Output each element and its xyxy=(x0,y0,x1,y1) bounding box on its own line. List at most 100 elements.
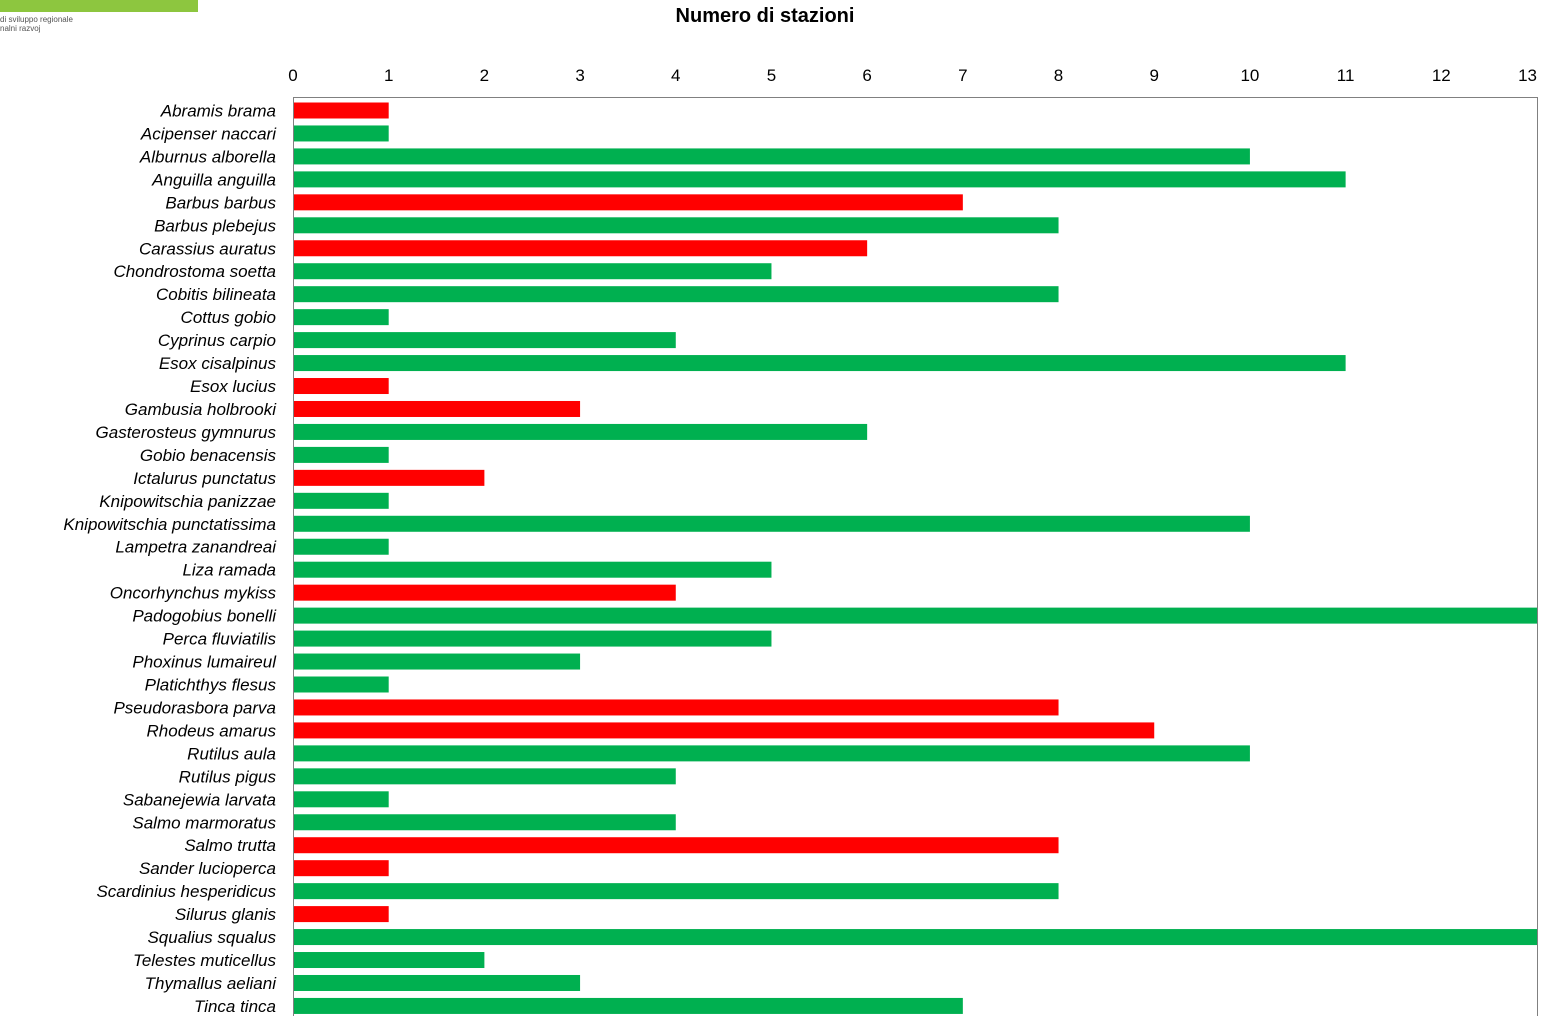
bar xyxy=(294,791,389,808)
x-tick-label: 7 xyxy=(958,66,967,85)
bar xyxy=(294,378,389,395)
category-label: Knipowitschia panizzae xyxy=(99,492,276,511)
bar xyxy=(294,997,963,1014)
category-label: Rutilus pigus xyxy=(179,767,277,786)
bar xyxy=(294,538,389,555)
category-label: Cyprinus carpio xyxy=(158,331,276,350)
bar xyxy=(294,286,1059,303)
x-tick-label: 4 xyxy=(671,66,680,85)
category-label: Squalius squalus xyxy=(147,928,276,947)
category-label: Chondrostoma soetta xyxy=(113,262,276,281)
bar xyxy=(294,332,676,349)
category-label: Lampetra zanandreai xyxy=(115,538,277,557)
category-label: Silurus glanis xyxy=(175,905,277,924)
x-tick-label: 13 xyxy=(1518,66,1537,85)
category-label: Thymallus aeliani xyxy=(145,974,278,993)
bar xyxy=(294,607,1537,624)
logo-bar xyxy=(0,0,198,12)
category-label: Pseudorasbora parva xyxy=(113,698,276,717)
bar xyxy=(294,722,1155,739)
bar xyxy=(294,837,1059,854)
x-tick-labels-group: 0 1 2 3 4 5 6 7 8 9 10 11 12 13 xyxy=(288,66,1537,85)
category-label: Salmo trutta xyxy=(184,836,276,855)
bar xyxy=(294,630,772,647)
chart-title: Numero di stazioni xyxy=(675,5,855,27)
category-label: Rutilus aula xyxy=(187,744,276,763)
bar xyxy=(294,240,868,257)
bar xyxy=(294,355,1346,372)
bar xyxy=(294,860,389,877)
category-label: Acipenser naccari xyxy=(140,124,277,143)
bar xyxy=(294,676,389,693)
bar xyxy=(294,492,389,509)
bar xyxy=(294,148,1250,165)
logo-text-line-1: di sviluppo regionale xyxy=(0,15,73,24)
bar xyxy=(294,446,389,463)
bar xyxy=(294,883,1059,900)
x-tick-label: 5 xyxy=(767,66,776,85)
category-label: Barbus barbus xyxy=(165,193,276,212)
bar xyxy=(294,814,676,831)
bar xyxy=(294,906,389,923)
category-label: Ictalurus punctatus xyxy=(133,469,276,488)
category-label: Telestes muticellus xyxy=(133,951,276,970)
category-label: Platichthys flesus xyxy=(145,676,277,695)
category-label: Scardinius hesperidicus xyxy=(96,882,276,901)
category-label: Cottus gobio xyxy=(181,308,276,327)
x-tick-label: 9 xyxy=(1149,66,1158,85)
category-label: Cobitis bilineata xyxy=(156,285,276,304)
category-label: Gambusia holbrooki xyxy=(125,400,277,419)
category-label: Liza ramada xyxy=(182,561,276,580)
category-label: Phoxinus lumaireul xyxy=(132,653,277,672)
category-label: Esox cisalpinus xyxy=(159,354,277,373)
category-labels-group: Abramis brama Acipenser naccari Alburnus a… xyxy=(63,102,277,1016)
category-label: Alburnus alborella xyxy=(139,147,276,166)
bar xyxy=(294,400,581,417)
x-tick-label: 0 xyxy=(288,66,297,85)
bar xyxy=(294,263,772,280)
bar xyxy=(294,699,1059,716)
x-tick-label: 12 xyxy=(1432,66,1451,85)
category-label: Carassius auratus xyxy=(139,239,277,258)
bar xyxy=(294,102,389,119)
bar xyxy=(294,125,389,142)
category-label: Oncorhynchus mykiss xyxy=(110,584,277,603)
x-tick-label: 8 xyxy=(1054,66,1063,85)
category-label: Sabanejewia larvata xyxy=(123,790,276,809)
bar xyxy=(294,584,676,601)
x-tick-label: 1 xyxy=(384,66,393,85)
category-label: Gasterosteus gymnurus xyxy=(96,423,277,442)
x-tick-label: 11 xyxy=(1337,66,1355,85)
category-label: Salmo marmoratus xyxy=(132,813,276,832)
category-label: Anguilla anguilla xyxy=(151,170,276,189)
logo-text: di sviluppo regionale nalni razvoj xyxy=(0,15,73,33)
logo-text-line-2: nalni razvoj xyxy=(0,24,41,33)
bar xyxy=(294,929,1537,946)
bar xyxy=(294,974,581,991)
x-tick-label: 6 xyxy=(862,66,871,85)
bar xyxy=(294,171,1346,188)
bar xyxy=(294,515,1250,532)
plot-area-frame xyxy=(293,97,1538,1016)
bar xyxy=(294,217,1059,234)
x-tick-label: 2 xyxy=(480,66,489,85)
bar xyxy=(294,768,676,785)
bar xyxy=(294,194,963,211)
category-label: Tinca tinca xyxy=(194,997,276,1016)
category-label: Sander lucioperca xyxy=(139,859,276,878)
category-label: Knipowitschia punctatissima xyxy=(63,515,276,534)
bar xyxy=(294,469,485,486)
bar xyxy=(294,561,772,578)
bar xyxy=(294,745,1250,762)
category-label: Padogobius bonelli xyxy=(132,607,277,626)
bar xyxy=(294,423,868,440)
category-label: Abramis brama xyxy=(160,102,276,121)
category-label: Esox lucius xyxy=(190,377,276,396)
x-tick-label: 10 xyxy=(1240,66,1259,85)
bars-group xyxy=(294,102,1537,1014)
bar xyxy=(294,653,581,670)
category-label: Gobio benacensis xyxy=(140,446,277,465)
category-label: Barbus plebejus xyxy=(154,216,276,235)
x-tick-label: 3 xyxy=(575,66,584,85)
category-label: Rhodeus amarus xyxy=(147,721,277,740)
